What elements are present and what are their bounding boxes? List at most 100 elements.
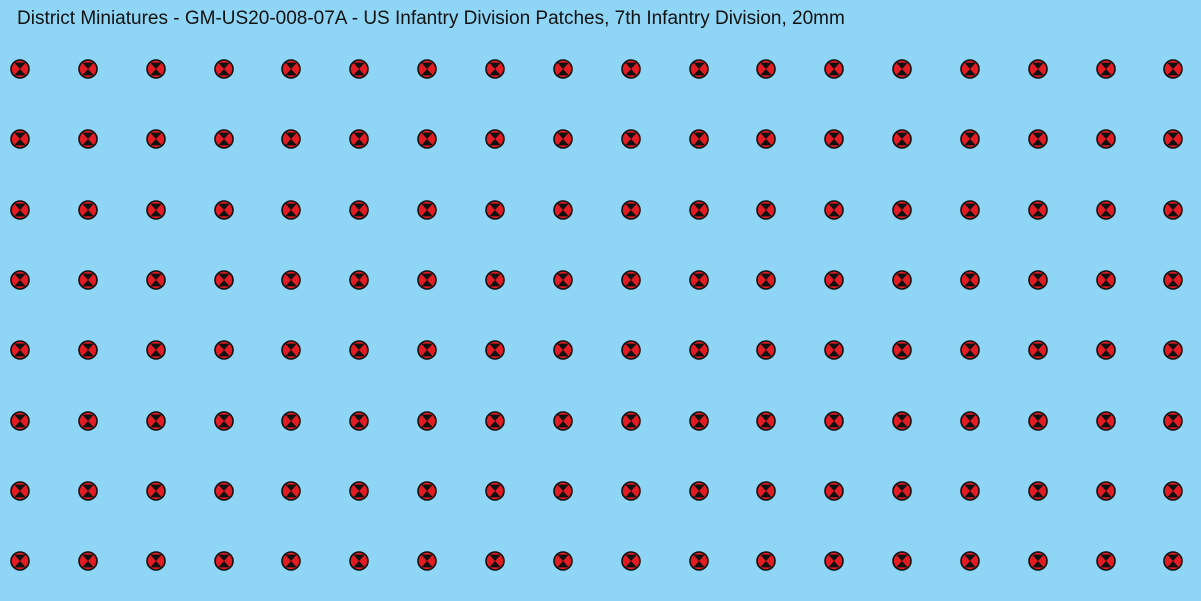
7th-infantry-division-patch-icon — [1027, 270, 1048, 290]
7th-infantry-division-patch-icon — [552, 410, 573, 431]
7th-infantry-division-patch-icon — [349, 270, 370, 290]
7th-infantry-division-patch-icon — [281, 551, 302, 571]
7th-infantry-division-patch-icon — [77, 410, 98, 431]
7th-infantry-division-patch-icon — [960, 551, 980, 571]
7th-infantry-division-patch-icon — [485, 410, 505, 431]
7th-infantry-division-patch-icon — [1027, 340, 1048, 360]
7th-infantry-division-patch-icon — [145, 59, 166, 79]
7th-infantry-division-patch-icon — [824, 480, 844, 501]
7th-infantry-division-patch-icon — [892, 129, 912, 150]
7th-infantry-division-patch-icon — [756, 129, 777, 150]
7th-infantry-division-patch-icon — [552, 129, 573, 150]
7th-infantry-division-patch-icon — [620, 59, 641, 79]
7th-infantry-division-patch-icon — [688, 340, 709, 360]
7th-infantry-division-patch-icon — [485, 480, 505, 501]
7th-infantry-division-patch-icon — [145, 199, 166, 220]
7th-infantry-division-patch-icon — [1095, 340, 1116, 360]
7th-infantry-division-patch-icon — [417, 480, 437, 501]
7th-infantry-division-patch-icon — [1095, 410, 1116, 431]
7th-infantry-division-patch-icon — [10, 199, 30, 220]
7th-infantry-division-patch-icon — [349, 340, 370, 360]
7th-infantry-division-patch-icon — [485, 129, 505, 150]
7th-infantry-division-patch-icon — [756, 270, 777, 290]
7th-infantry-division-patch-icon — [824, 340, 844, 360]
7th-infantry-division-patch-icon — [892, 340, 912, 360]
7th-infantry-division-patch-icon — [892, 551, 912, 571]
7th-infantry-division-patch-icon — [756, 59, 777, 79]
7th-infantry-division-patch-icon — [1163, 551, 1184, 571]
7th-infantry-division-patch-icon — [960, 199, 980, 220]
7th-infantry-division-patch-icon — [145, 129, 166, 150]
7th-infantry-division-patch-icon — [688, 199, 709, 220]
7th-infantry-division-patch-icon — [824, 199, 844, 220]
7th-infantry-division-patch-icon — [892, 59, 912, 79]
7th-infantry-division-patch-icon — [349, 59, 370, 79]
7th-infantry-division-patch-icon — [688, 129, 709, 150]
7th-infantry-division-patch-icon — [417, 129, 437, 150]
7th-infantry-division-patch-icon — [281, 59, 302, 79]
7th-infantry-division-patch-icon — [145, 480, 166, 501]
7th-infantry-division-patch-icon — [349, 551, 370, 571]
7th-infantry-division-patch-icon — [1163, 270, 1184, 290]
7th-infantry-division-patch-icon — [77, 199, 98, 220]
7th-infantry-division-patch-icon — [417, 59, 437, 79]
7th-infantry-division-patch-icon — [552, 480, 573, 501]
7th-infantry-division-patch-icon — [281, 410, 302, 431]
7th-infantry-division-patch-icon — [824, 129, 844, 150]
7th-infantry-division-patch-icon — [281, 199, 302, 220]
7th-infantry-division-patch-icon — [77, 551, 98, 571]
7th-infantry-division-patch-icon — [688, 410, 709, 431]
7th-infantry-division-patch-icon — [1163, 59, 1184, 79]
7th-infantry-division-patch-icon — [213, 59, 234, 79]
7th-infantry-division-patch-icon — [756, 410, 777, 431]
7th-infantry-division-patch-icon — [824, 59, 844, 79]
7th-infantry-division-patch-icon — [349, 480, 370, 501]
7th-infantry-division-patch-icon — [1095, 129, 1116, 150]
sheet-title: District Miniatures - GM-US20-008-07A - … — [17, 8, 845, 29]
7th-infantry-division-patch-icon — [213, 199, 234, 220]
7th-infantry-division-patch-icon — [620, 199, 641, 220]
7th-infantry-division-patch-icon — [417, 270, 437, 290]
7th-infantry-division-patch-icon — [824, 410, 844, 431]
7th-infantry-division-patch-icon — [485, 270, 505, 290]
7th-infantry-division-patch-icon — [552, 199, 573, 220]
7th-infantry-division-patch-icon — [1027, 199, 1048, 220]
7th-infantry-division-patch-icon — [1095, 199, 1116, 220]
7th-infantry-division-patch-icon — [1095, 480, 1116, 501]
7th-infantry-division-patch-icon — [77, 59, 98, 79]
7th-infantry-division-patch-icon — [10, 129, 30, 150]
7th-infantry-division-patch-icon — [1027, 551, 1048, 571]
7th-infantry-division-patch-icon — [145, 551, 166, 571]
7th-infantry-division-patch-icon — [417, 199, 437, 220]
7th-infantry-division-patch-icon — [281, 129, 302, 150]
7th-infantry-division-patch-icon — [960, 270, 980, 290]
7th-infantry-division-patch-icon — [145, 340, 166, 360]
7th-infantry-division-patch-icon — [620, 340, 641, 360]
7th-infantry-division-patch-icon — [1027, 480, 1048, 501]
7th-infantry-division-patch-icon — [349, 410, 370, 431]
7th-infantry-division-patch-icon — [960, 410, 980, 431]
7th-infantry-division-patch-icon — [688, 270, 709, 290]
7th-infantry-division-patch-icon — [1163, 410, 1184, 431]
7th-infantry-division-patch-icon — [10, 410, 30, 431]
7th-infantry-division-patch-icon — [1095, 59, 1116, 79]
7th-infantry-division-patch-icon — [756, 340, 777, 360]
7th-infantry-division-patch-icon — [213, 551, 234, 571]
7th-infantry-division-patch-icon — [756, 480, 777, 501]
7th-infantry-division-patch-icon — [552, 59, 573, 79]
7th-infantry-division-patch-icon — [485, 340, 505, 360]
7th-infantry-division-patch-icon — [960, 129, 980, 150]
7th-infantry-division-patch-icon — [1027, 410, 1048, 431]
7th-infantry-division-patch-icon — [485, 551, 505, 571]
7th-infantry-division-patch-icon — [620, 480, 641, 501]
7th-infantry-division-patch-icon — [1163, 129, 1184, 150]
7th-infantry-division-patch-icon — [485, 59, 505, 79]
7th-infantry-division-patch-icon — [892, 410, 912, 431]
7th-infantry-division-patch-icon — [620, 551, 641, 571]
7th-infantry-division-patch-icon — [552, 340, 573, 360]
7th-infantry-division-patch-icon — [213, 410, 234, 431]
7th-infantry-division-patch-icon — [620, 410, 641, 431]
7th-infantry-division-patch-icon — [824, 270, 844, 290]
